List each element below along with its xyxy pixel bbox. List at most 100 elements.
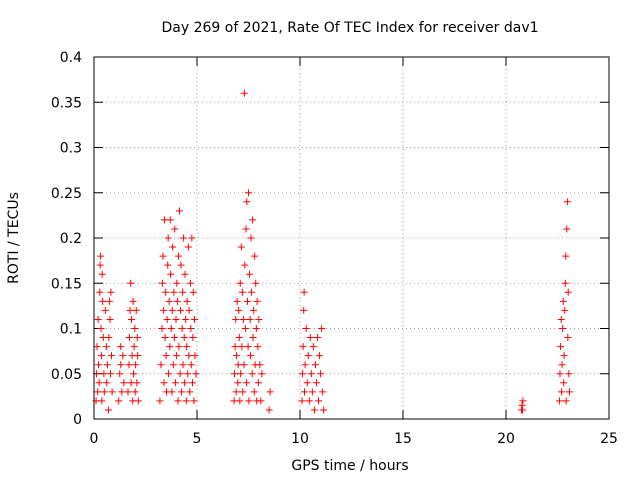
data-point — [252, 279, 260, 287]
data-point — [106, 315, 114, 323]
data-point — [120, 379, 128, 387]
x-tick-label: 15 — [394, 431, 412, 447]
data-point — [129, 297, 137, 305]
data-point — [127, 279, 135, 287]
data-point — [234, 379, 242, 387]
data-point — [168, 388, 176, 396]
data-point — [257, 397, 265, 405]
data-point — [164, 261, 172, 269]
data-point — [298, 370, 306, 378]
y-tick-label: 0.3 — [60, 141, 82, 157]
data-point — [312, 379, 320, 387]
data-point — [119, 352, 127, 360]
data-point — [169, 243, 177, 251]
data-point — [165, 370, 173, 378]
data-point — [314, 334, 322, 342]
data-point — [241, 261, 249, 269]
data-point — [235, 306, 243, 314]
data-point — [116, 370, 124, 378]
data-point — [239, 315, 247, 323]
data-point — [317, 370, 325, 378]
data-point — [255, 315, 263, 323]
y-tick-label: 0.1 — [60, 322, 82, 338]
data-point — [240, 361, 248, 369]
data-point — [187, 361, 195, 369]
data-point — [179, 288, 187, 296]
data-point — [233, 297, 241, 305]
data-point — [311, 361, 319, 369]
data-point — [182, 315, 190, 323]
data-point — [301, 388, 309, 396]
data-point — [191, 352, 199, 360]
data-point — [115, 397, 123, 405]
data-point — [173, 297, 181, 305]
data-point — [183, 297, 191, 305]
data-point — [180, 334, 188, 342]
data-point — [558, 361, 566, 369]
data-point — [559, 325, 567, 332]
data-point — [316, 352, 324, 360]
data-point — [306, 334, 314, 342]
data-point — [564, 334, 572, 342]
data-point — [124, 388, 132, 396]
data-point — [167, 325, 175, 332]
data-point — [562, 252, 570, 260]
data-point — [556, 397, 564, 405]
data-point — [188, 379, 196, 387]
data-point — [246, 270, 254, 278]
data-point — [172, 315, 180, 323]
data-point — [251, 252, 259, 260]
data-point — [191, 315, 199, 323]
data-point — [170, 334, 178, 342]
data-point — [98, 397, 106, 405]
data-point — [134, 352, 142, 360]
data-point — [126, 306, 134, 314]
y-tick-label: 0.4 — [60, 50, 82, 66]
data-point — [95, 379, 103, 387]
data-point — [189, 288, 197, 296]
data-point — [563, 198, 571, 206]
data-point — [173, 279, 181, 287]
data-point — [308, 388, 316, 396]
data-point — [258, 370, 266, 378]
x-tick-label: 10 — [291, 431, 309, 447]
data-point — [250, 306, 258, 314]
data-point — [563, 225, 571, 233]
data-point — [117, 343, 125, 351]
data-point — [246, 315, 254, 323]
data-point — [99, 297, 107, 305]
data-point — [178, 325, 186, 332]
data-point — [94, 315, 102, 323]
data-point — [171, 225, 179, 233]
data-point — [162, 288, 170, 296]
data-point — [98, 270, 106, 278]
data-point — [185, 352, 193, 360]
data-point — [158, 325, 166, 332]
data-point — [564, 288, 572, 296]
data-point — [133, 379, 141, 387]
data-point — [242, 379, 250, 387]
chart-title: Day 269 of 2021, Rate Of TEC Index for r… — [161, 20, 538, 36]
data-point — [160, 306, 168, 314]
data-point — [230, 370, 238, 378]
data-point — [559, 297, 567, 305]
data-point — [318, 325, 326, 332]
data-point — [266, 388, 274, 396]
data-point — [243, 297, 251, 305]
y-tick-label: 0.15 — [51, 276, 82, 292]
data-point — [182, 397, 190, 405]
data-point — [241, 325, 249, 332]
data-point — [160, 379, 168, 387]
x-tick-label: 0 — [90, 431, 99, 447]
plot-frame — [93, 56, 610, 420]
data-point — [125, 334, 133, 342]
data-point — [131, 388, 139, 396]
data-point — [181, 379, 189, 387]
y-tick-label: 0.05 — [51, 367, 82, 383]
y-tick-label: 0 — [73, 412, 82, 428]
data-point — [181, 270, 189, 278]
data-point — [178, 388, 186, 396]
data-point — [118, 388, 126, 396]
data-point — [192, 370, 200, 378]
